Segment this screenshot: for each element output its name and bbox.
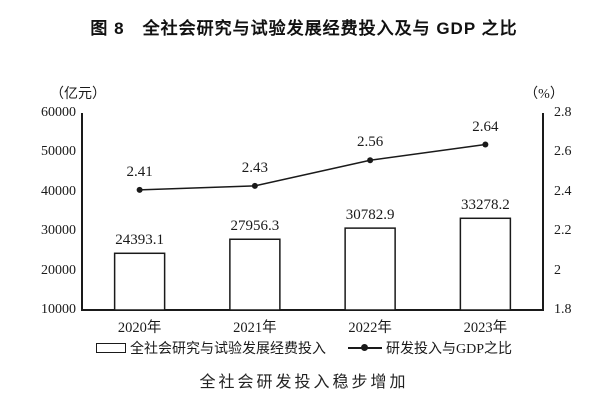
legend-item-line: 研发投入与GDP之比: [347, 338, 512, 358]
bar-value-label: 33278.2: [461, 197, 510, 214]
left-axis-tick-label: 20000: [41, 262, 76, 278]
legend-bar-label: 全社会研究与试验发展经费投入: [129, 342, 326, 357]
line-value-label: 2.56: [357, 134, 384, 151]
bar-value-label: 27956.3: [230, 218, 280, 235]
right-axis-tick-label: 1.8: [554, 302, 572, 317]
x-category-label: 2023年: [463, 320, 508, 336]
bar-value-label: 30782.9: [345, 207, 395, 224]
legend-line-label: 研发投入与GDP之比: [385, 342, 512, 357]
left-axis-tick-label: 60000: [41, 105, 76, 120]
x-category-label: 2020年: [117, 320, 162, 336]
line-point-marker: [482, 141, 489, 148]
line-point-marker: [136, 186, 143, 193]
figure-caption: 全社会研发投入稳步增加: [199, 374, 409, 391]
right-axis-unit-label: （%）: [524, 87, 564, 102]
bar: [229, 238, 281, 311]
bar-value-label: 24393.1: [115, 232, 164, 249]
right-axis-tick-label: 2.4: [554, 183, 572, 199]
x-category-label: 2022年: [348, 320, 392, 336]
right-axis-tick-label: 2.8: [554, 105, 572, 120]
x-category-label: 2021年: [233, 320, 277, 336]
bar: [113, 252, 166, 311]
left-axis-tick-label: 10000: [41, 302, 76, 317]
line-swatch-icon: [347, 343, 382, 353]
left-axis-tick-label: 30000: [41, 223, 76, 239]
bar: [459, 217, 512, 311]
figure-title: 图 8 全社会研究与试验发展经费投入及与 GDP 之比: [90, 19, 518, 38]
trend-line: [139, 143, 486, 191]
left-axis-tick-label: 50000: [41, 144, 76, 160]
bar-swatch-icon: [95, 343, 126, 353]
left-axis-unit-label: （亿元）: [50, 87, 106, 102]
legend-item-bar: 全社会研究与试验发展经费投入: [95, 338, 326, 358]
left-axis-tick-label: 40000: [41, 183, 76, 199]
line-swatch-dot: [360, 344, 368, 351]
line-value-label: 2.43: [241, 159, 268, 176]
line-value-label: 2.41: [126, 163, 153, 180]
bar: [344, 227, 396, 311]
right-axis-tick-label: 2.6: [554, 144, 572, 160]
right-axis-tick-label: 2: [554, 262, 561, 278]
chart-legend: 全社会研究与试验发展经费投入 研发投入与GDP之比: [0, 338, 608, 358]
line-point-marker: [251, 182, 258, 189]
line-point-marker: [367, 157, 374, 164]
line-value-label: 2.64: [472, 118, 499, 135]
right-axis-tick-label: 2.2: [554, 223, 572, 239]
